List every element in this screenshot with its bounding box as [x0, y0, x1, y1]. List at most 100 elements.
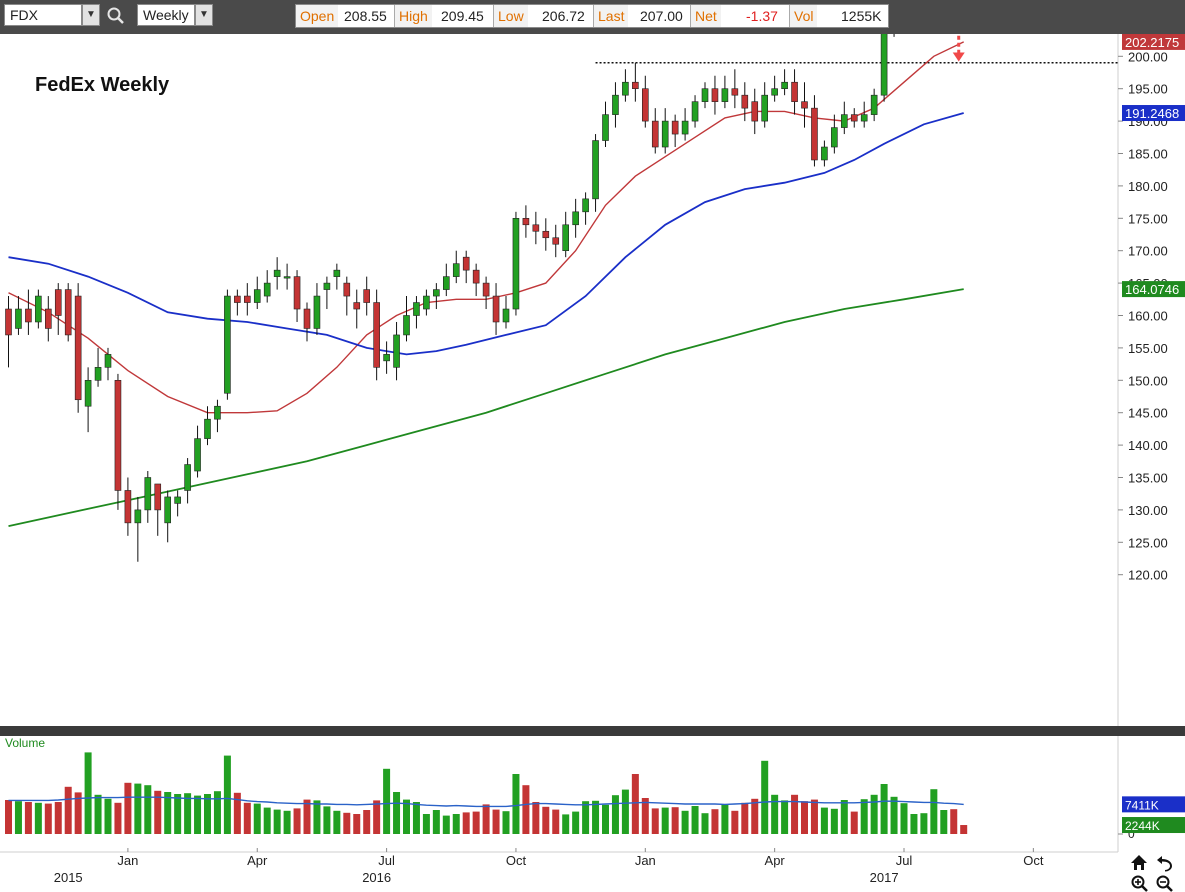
volume-bar	[263, 807, 271, 834]
volume-bar	[661, 807, 669, 834]
undo-button[interactable]	[1157, 856, 1172, 872]
candle-body	[433, 289, 440, 297]
period-select[interactable]: Weekly	[137, 4, 195, 26]
symbol-input[interactable]: FDX	[4, 4, 82, 26]
search-button[interactable]	[106, 6, 126, 26]
volume-bar	[900, 803, 908, 834]
volume-bar	[651, 808, 659, 834]
candle	[831, 114, 838, 154]
price-chart[interactable]: FedEx Weekly 215.00210.00205.00200.00195…	[0, 34, 1185, 892]
volume-bar	[621, 789, 629, 834]
candle-body	[154, 483, 162, 511]
candle	[641, 75, 649, 128]
candle-body	[691, 101, 699, 122]
zoom-in-button[interactable]	[1131, 875, 1148, 892]
candle-body	[224, 295, 231, 394]
candle	[462, 250, 470, 284]
candle	[721, 75, 729, 109]
volume-bar	[522, 785, 530, 834]
candle	[691, 95, 699, 128]
candle	[104, 347, 112, 381]
zoom-out-button[interactable]	[1156, 875, 1173, 892]
zoom-in-icon	[1131, 875, 1148, 892]
volume-bar	[144, 785, 152, 834]
candle-body	[263, 282, 271, 297]
volume-bar	[602, 804, 609, 834]
candle-body	[403, 315, 410, 336]
candle-body	[94, 367, 102, 381]
y-tick-label: 155.00	[1128, 341, 1168, 356]
volume-bar	[572, 811, 580, 834]
candle	[323, 276, 331, 310]
symbol-dropdown-button[interactable]: ▼	[82, 4, 100, 26]
home-button[interactable]	[1131, 855, 1147, 870]
candles-layer	[5, 34, 895, 562]
y-tick-label: 170.00	[1128, 244, 1168, 259]
volume-bar	[791, 794, 799, 834]
volume-bar	[840, 800, 848, 834]
candle-body	[771, 88, 778, 96]
candle-body	[204, 418, 211, 439]
divider	[690, 5, 691, 27]
panel-separator	[0, 726, 1185, 736]
candle-body	[880, 34, 888, 96]
candle	[552, 224, 560, 258]
volume-bar	[731, 810, 739, 834]
candle	[542, 218, 550, 251]
candle	[303, 302, 311, 342]
volume-bar	[412, 802, 420, 834]
volume-bar	[492, 809, 500, 834]
volume-bar	[691, 806, 699, 834]
candle-body	[661, 120, 669, 148]
y-tick-label: 120.00	[1128, 568, 1168, 583]
last-value: 207.00	[640, 8, 683, 24]
volume-bar	[830, 808, 838, 834]
volume-bar	[213, 791, 221, 834]
volume-panel: Volume20000K10000K0	[5, 736, 1135, 841]
candle	[671, 114, 679, 148]
candle-body	[134, 509, 142, 524]
candle-body	[641, 88, 649, 122]
undo-icon	[1157, 856, 1172, 872]
volume-bar	[432, 810, 440, 834]
high-label: High	[395, 5, 432, 27]
candle	[144, 471, 152, 523]
candle	[452, 250, 460, 284]
candle	[154, 483, 162, 536]
volume-marker-box	[1122, 817, 1185, 834]
volume-marker-label: 2244K	[1125, 819, 1160, 833]
x-tick-label: Apr	[247, 853, 268, 868]
price-marker-label: 164.0746	[1125, 282, 1179, 297]
candle	[582, 192, 589, 225]
candle	[174, 490, 181, 517]
year-label: 2015	[54, 870, 83, 885]
volume-bar	[761, 760, 769, 834]
candle-body	[592, 140, 599, 200]
candle-body	[671, 120, 679, 135]
net-value: -1.37	[746, 8, 778, 24]
candle-body	[850, 114, 858, 122]
volume-bar	[592, 800, 600, 834]
volume-bar	[552, 809, 560, 834]
volume-bar	[333, 810, 341, 834]
volume-bar	[472, 811, 480, 834]
x-tick-label: Oct	[1023, 853, 1044, 868]
volume-bar	[44, 803, 52, 834]
y-tick-label: 180.00	[1128, 179, 1168, 194]
candle-body	[373, 302, 380, 368]
volume-bar	[74, 792, 82, 834]
candle	[44, 296, 52, 342]
y-tick-label: 125.00	[1128, 535, 1168, 550]
y-tick-label: 130.00	[1128, 503, 1168, 518]
candle-body	[741, 94, 749, 109]
candle	[492, 283, 500, 335]
volume-bar	[223, 755, 231, 834]
volume-bar	[124, 782, 132, 834]
candle	[244, 283, 251, 316]
candle-body	[44, 308, 52, 329]
volume-bar	[5, 800, 12, 834]
candle	[781, 69, 788, 96]
candle	[194, 425, 201, 478]
candle-body	[552, 237, 560, 245]
period-dropdown-button[interactable]: ▼	[195, 4, 213, 26]
